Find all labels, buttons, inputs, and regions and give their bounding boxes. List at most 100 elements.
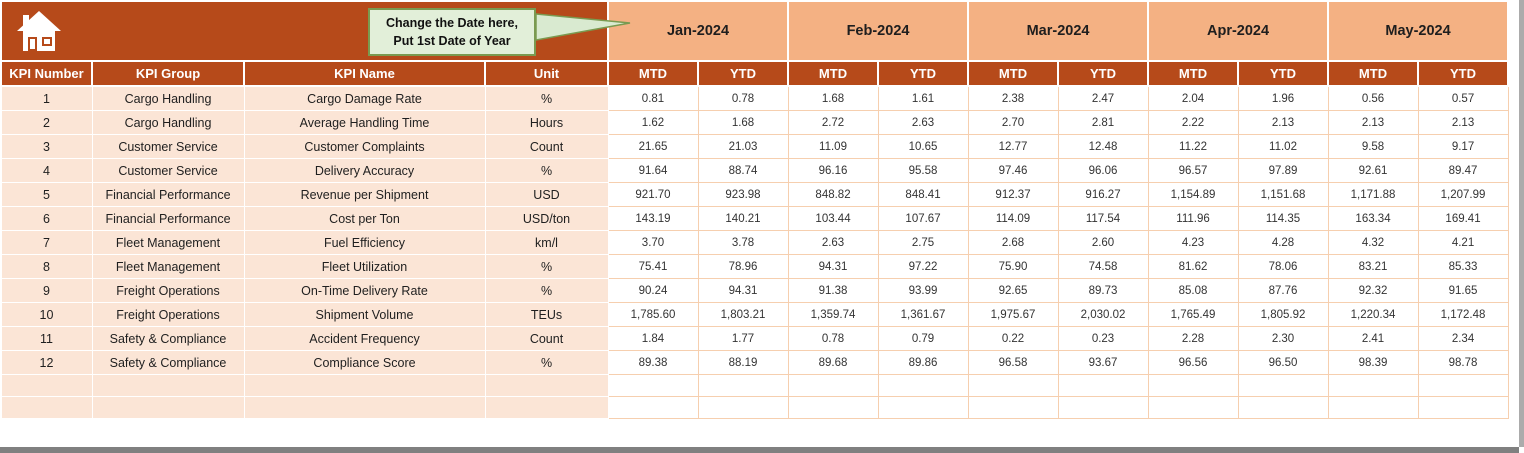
table-row: 5 Financial Performance Revenue per Shipme… — [0, 182, 1509, 207]
subcolumn-header: YTD — [1057, 60, 1150, 87]
value-cell: 4.32 — [1327, 230, 1419, 255]
home-button[interactable] — [16, 10, 62, 54]
value-cell: 140.21 — [697, 206, 789, 231]
value-cell: 85.33 — [1417, 254, 1509, 279]
value-cell: 97.46 — [967, 158, 1059, 183]
kpi-unit-cell: % — [484, 278, 609, 303]
empty-value-cell — [1147, 374, 1239, 397]
column-header: KPI Number — [0, 60, 93, 87]
value-cell: 0.81 — [607, 85, 699, 111]
value-cell: 21.65 — [607, 134, 699, 159]
value-cell: 78.96 — [697, 254, 789, 279]
kpi-group-cell: Cargo Handling — [91, 85, 245, 111]
table-head: Jan-2024 Feb-2024 Mar-2024 Apr-2024 May-2024… — [0, 0, 1510, 87]
value-cell: 114.09 — [967, 206, 1059, 231]
value-cell: 848.82 — [787, 182, 879, 207]
value-cell: 88.19 — [697, 350, 789, 375]
empty-label-cell — [91, 374, 245, 397]
value-cell: 111.96 — [1147, 206, 1239, 231]
value-cell: 89.68 — [787, 350, 879, 375]
value-cell: 2.68 — [967, 230, 1059, 255]
table-row: 7 Fleet Management Fuel Efficiency km/l 3.70… — [0, 230, 1509, 255]
month-date-cell[interactable]: Jan-2024 — [606, 0, 790, 62]
empty-label-cell — [0, 396, 93, 419]
value-cell: 1.62 — [607, 110, 699, 135]
kpi-number-cell: 12 — [0, 350, 93, 375]
kpi-unit-cell: USD/ton — [484, 206, 609, 231]
value-cell: 2.60 — [1057, 230, 1149, 255]
kpi-number-cell: 2 — [0, 110, 93, 135]
value-cell: 92.65 — [967, 278, 1059, 303]
month-date-cell[interactable]: Mar-2024 — [967, 0, 1150, 62]
value-cell: 1,361.67 — [877, 302, 969, 327]
value-cell: 1,154.89 — [1147, 182, 1239, 207]
subcolumn-header: MTD — [1147, 60, 1240, 87]
value-cell: 3.70 — [607, 230, 699, 255]
kpi-unit-cell: km/l — [484, 230, 609, 255]
month-date-cell[interactable]: May-2024 — [1327, 0, 1510, 62]
empty-label-cell — [0, 374, 93, 397]
month-date-cell[interactable]: Apr-2024 — [1147, 0, 1330, 62]
empty-label-cell — [243, 396, 486, 419]
empty-value-cell — [697, 396, 789, 419]
value-cell: 114.35 — [1237, 206, 1329, 231]
table-row: 3 Customer Service Customer Complaints Coun… — [0, 134, 1509, 159]
value-cell: 89.38 — [607, 350, 699, 375]
column-header: Unit — [484, 60, 609, 87]
value-cell: 3.78 — [697, 230, 789, 255]
value-cell: 1,805.92 — [1237, 302, 1329, 327]
value-cell: 75.90 — [967, 254, 1059, 279]
value-cell: 1,785.60 — [607, 302, 699, 327]
table-row: 2 Cargo Handling Average Handling Time Hour… — [0, 110, 1509, 135]
value-cell: 2.22 — [1147, 110, 1239, 135]
empty-value-cell — [967, 374, 1059, 397]
value-cell: 1.77 — [697, 326, 789, 351]
kpi-number-cell: 3 — [0, 134, 93, 159]
kpi-unit-cell: % — [484, 158, 609, 183]
empty-value-cell — [877, 374, 969, 397]
value-cell: 0.23 — [1057, 326, 1149, 351]
empty-value-cell — [1057, 396, 1149, 419]
column-header: KPI Name — [243, 60, 486, 87]
value-cell: 2.75 — [877, 230, 969, 255]
value-cell: 93.99 — [877, 278, 969, 303]
subcolumn-header: MTD — [787, 60, 880, 87]
empty-value-cell — [607, 374, 699, 397]
value-cell: 921.70 — [607, 182, 699, 207]
subcolumn-header: YTD — [1417, 60, 1510, 87]
value-cell: 11.02 — [1237, 134, 1329, 159]
empty-value-cell — [1237, 396, 1329, 419]
subcolumn-header: YTD — [696, 60, 790, 87]
kpi-name-cell: Fleet Utilization — [243, 254, 486, 279]
value-cell: 163.34 — [1327, 206, 1419, 231]
value-cell: 2.63 — [877, 110, 969, 135]
value-cell: 11.09 — [787, 134, 879, 159]
value-cell: 1,359.74 — [787, 302, 879, 327]
value-cell: 1,172.48 — [1417, 302, 1509, 327]
value-cell: 91.64 — [607, 158, 699, 183]
date-hint-callout: Change the Date here, Put 1st Date of Ye… — [368, 8, 536, 56]
table-row: 12 Safety & Compliance Compliance Score% 89… — [0, 350, 1509, 375]
value-cell: 87.76 — [1237, 278, 1329, 303]
value-cell: 96.56 — [1147, 350, 1239, 375]
subcolumn-header: MTD — [1327, 60, 1420, 87]
value-cell: 92.32 — [1327, 278, 1419, 303]
kpi-unit-cell: % — [484, 350, 609, 375]
value-cell: 1.61 — [877, 85, 969, 111]
kpi-unit-cell: Hours — [484, 110, 609, 135]
value-cell: 4.23 — [1147, 230, 1239, 255]
home-icon — [17, 11, 61, 51]
value-cell: 2.04 — [1147, 85, 1239, 111]
value-cell: 12.48 — [1057, 134, 1149, 159]
kpi-group-cell: Safety & Compliance — [91, 326, 245, 351]
value-cell: 848.41 — [877, 182, 969, 207]
empty-value-cell — [1327, 396, 1419, 419]
kpi-number-cell: 10 — [0, 302, 93, 327]
month-date-cell[interactable]: Feb-2024 — [787, 0, 970, 62]
empty-label-cell — [484, 374, 609, 397]
kpi-number-cell: 1 — [0, 85, 93, 111]
value-cell: 107.67 — [877, 206, 969, 231]
value-cell: 1,151.68 — [1237, 182, 1329, 207]
empty-value-cell — [787, 374, 879, 397]
